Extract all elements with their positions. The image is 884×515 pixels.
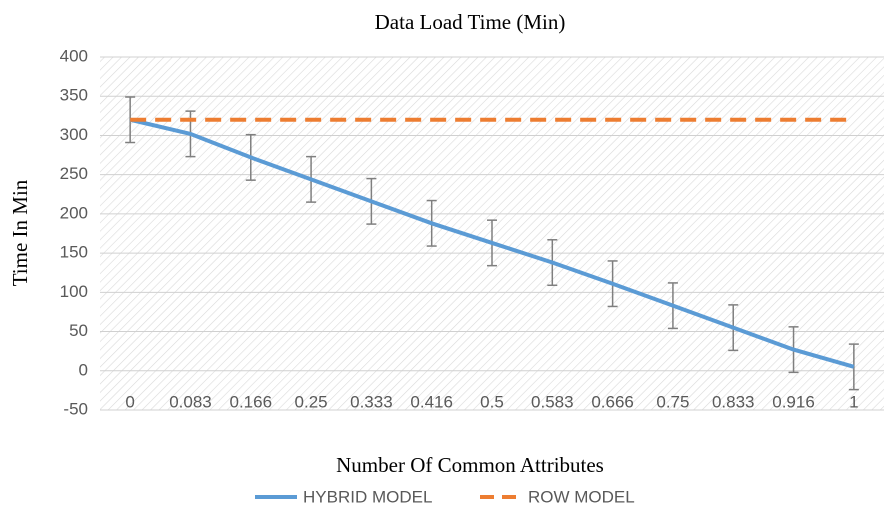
legend-label: HYBRID MODEL	[303, 487, 432, 506]
x-axis-title: Number Of Common Attributes	[336, 453, 604, 477]
y-tick-label: 300	[60, 125, 88, 144]
x-tick-label: 0.583	[531, 392, 574, 411]
x-tick-label: 0.916	[772, 392, 815, 411]
x-tick-label: 0.416	[410, 392, 453, 411]
y-tick-label: 250	[60, 164, 88, 183]
x-tick-label: 0.666	[591, 392, 634, 411]
x-tick-label: 0.75	[656, 392, 689, 411]
x-tick-label: 0.083	[169, 392, 212, 411]
x-tick-label: 0	[125, 392, 134, 411]
y-tick-label: 50	[69, 321, 88, 340]
y-tick-label: 200	[60, 203, 88, 222]
y-tick-label: 150	[60, 243, 88, 262]
y-tick-label: -50	[63, 399, 88, 418]
series-line	[129, 117, 855, 369]
y-tick-label: 100	[60, 282, 88, 301]
x-tick-label: 0.25	[295, 392, 328, 411]
y-tick-label: 350	[60, 86, 88, 105]
x-tick-label: 0.333	[350, 392, 393, 411]
x-tick-label: 0.166	[229, 392, 272, 411]
y-tick-label: 400	[60, 46, 88, 65]
y-axis-title: Time In Min	[8, 179, 32, 286]
legend-label: ROW MODEL	[528, 487, 635, 506]
x-tick-label: 0.5	[480, 392, 504, 411]
y-tick-label: 0	[79, 360, 88, 379]
chart-title: Data Load Time (Min)	[375, 10, 566, 34]
x-tick-label: 0.833	[712, 392, 755, 411]
x-tick-label: 1	[849, 392, 858, 411]
